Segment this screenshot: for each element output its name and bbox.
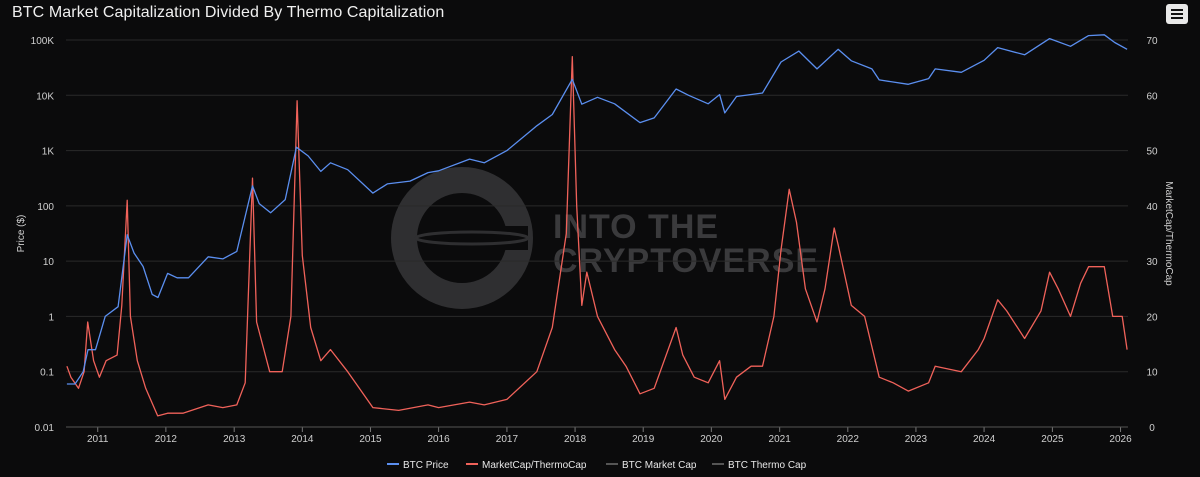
y-tick-label-right-4: 40 <box>1146 202 1158 213</box>
y-tick-label-left-7: 100K <box>31 36 55 47</box>
y-tick-label-left-2: 1 <box>48 312 54 323</box>
x-tick-label-12: 2023 <box>905 434 928 445</box>
legend-label-1: MarketCap/ThermoCap <box>482 460 587 471</box>
series-line-marketcap-thermocap <box>66 55 1128 417</box>
x-tick-label-1: 2012 <box>155 434 178 445</box>
y-axis-title-right: MarketCap/ThermoCap <box>1163 181 1174 286</box>
chart-title: BTC Market Capitalization Divided By The… <box>12 4 445 21</box>
x-tick-label-5: 2016 <box>427 434 450 445</box>
y-axis-title-left: Price ($) <box>16 215 27 253</box>
y-tick-label-left-3: 10 <box>43 257 55 268</box>
legend-label-2: BTC Market Cap <box>622 460 697 471</box>
y-tick-label-left-5: 1K <box>42 147 55 158</box>
x-tick-label-13: 2024 <box>973 434 996 445</box>
legend-label-3: BTC Thermo Cap <box>728 460 807 471</box>
x-tick-label-0: 2011 <box>87 434 109 445</box>
y-tick-label-right-5: 50 <box>1146 147 1158 158</box>
x-tick-label-4: 2015 <box>359 434 382 445</box>
hamburger-icon <box>1171 9 1183 11</box>
x-tick-label-7: 2018 <box>564 434 587 445</box>
legend-item-2[interactable]: BTC Market Cap <box>606 460 697 471</box>
x-tick-label-6: 2017 <box>496 434 519 445</box>
x-tick-label-2: 2013 <box>223 434 246 445</box>
watermark-gap <box>462 226 528 250</box>
y-tick-label-right-0: 0 <box>1149 423 1155 434</box>
x-tick-label-15: 2026 <box>1109 434 1132 445</box>
x-tick-label-11: 2022 <box>837 434 860 445</box>
legend-label-0: BTC Price <box>403 460 449 471</box>
legend-item-3[interactable]: BTC Thermo Cap <box>712 460 807 471</box>
y-tick-label-left-1: 0.1 <box>40 368 54 379</box>
series-line-btc-price <box>66 34 1128 385</box>
watermark-orbit <box>414 230 530 246</box>
x-tick-label-10: 2021 <box>769 434 792 445</box>
y-tick-label-right-7: 70 <box>1146 36 1158 47</box>
y-tick-label-right-2: 20 <box>1146 312 1158 323</box>
x-tick-label-8: 2019 <box>632 434 655 445</box>
y-tick-label-left-0: 0.01 <box>35 423 55 434</box>
x-tick-label-9: 2020 <box>700 434 723 445</box>
legend-item-0[interactable]: BTC Price <box>387 460 449 471</box>
x-tick-label-14: 2025 <box>1041 434 1064 445</box>
y-tick-label-right-6: 60 <box>1146 91 1158 102</box>
chart-menu-button[interactable] <box>1166 4 1188 24</box>
x-tick-label-3: 2014 <box>291 434 314 445</box>
y-tick-label-right-3: 30 <box>1146 257 1158 268</box>
y-tick-label-right-1: 10 <box>1146 368 1158 379</box>
y-tick-label-left-6: 10K <box>36 91 54 102</box>
legend-item-1[interactable]: MarketCap/ThermoCap <box>466 460 587 471</box>
watermark-line-1: INTO THE <box>553 208 719 246</box>
y-tick-label-left-4: 100 <box>37 202 54 213</box>
